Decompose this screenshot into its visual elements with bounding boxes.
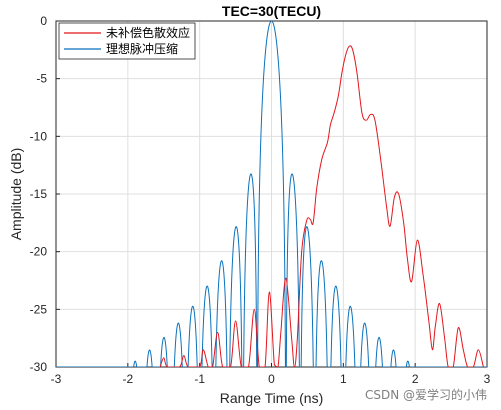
- x-tick-label: 3: [484, 372, 491, 386]
- watermark-text: CSDN @爱学习的小伟: [365, 387, 487, 402]
- y-tick-label: -10: [30, 129, 48, 143]
- y-tick-label: -15: [30, 187, 48, 201]
- y-tick-label: 0: [40, 14, 47, 28]
- y-tick-label: -30: [30, 360, 48, 374]
- x-axis-ticks: -3 -2 -1 0 1 2 3: [51, 363, 491, 386]
- x-axis-label: Range Time (ns): [220, 390, 323, 406]
- legend-box: [58, 22, 196, 60]
- x-tick-label: -2: [122, 372, 133, 386]
- series-line-uncompensated-dispersion: [159, 45, 484, 367]
- x-tick-label: 1: [340, 372, 347, 386]
- x-tick-label: 0: [268, 372, 275, 386]
- x-tick-label: -3: [51, 372, 62, 386]
- y-tick-label: -20: [30, 245, 48, 259]
- legend-label-ideal: 理想脉冲压缩: [106, 41, 178, 56]
- chart-title: TEC=30(TECU): [222, 3, 321, 19]
- legend-label-uncompensated: 未补偿色散效应: [106, 25, 190, 40]
- y-tick-label: -5: [36, 72, 47, 86]
- y-axis-label: Amplitude (dB): [8, 148, 24, 241]
- x-tick-label: -1: [194, 372, 205, 386]
- x-tick-label: 2: [412, 372, 419, 386]
- y-tick-label: -25: [30, 302, 48, 316]
- series-layer: [56, 21, 487, 367]
- y-axis-ticks: 0 -5 -10 -15 -20 -25 -30: [30, 14, 60, 374]
- legend: 未补偿色散效应 理想脉冲压缩: [58, 22, 196, 60]
